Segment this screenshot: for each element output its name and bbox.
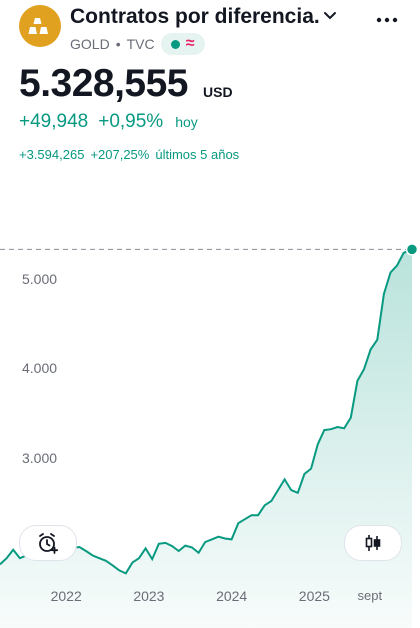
symbol-subtitle: GOLD • TVC ≈ <box>70 33 205 55</box>
change-5y-abs: +3.594,265 <box>19 147 85 162</box>
market-status-pill[interactable]: ≈ <box>160 33 205 55</box>
price-area-fill <box>0 249 412 628</box>
x-axis-label: 2023 <box>133 588 165 604</box>
last-price: 5.328,555 <box>19 62 189 105</box>
x-axis-label: 2022 <box>50 588 82 604</box>
chart-type-button[interactable] <box>344 525 402 561</box>
approx-wave-icon: ≈ <box>185 35 195 52</box>
y-axis-label: 5.000 <box>22 270 58 287</box>
separator-dot: • <box>115 36 121 52</box>
price-currency: USD <box>203 84 233 100</box>
add-alert-button[interactable] <box>19 525 77 561</box>
change-5y-period: últimos 5 años <box>155 147 240 162</box>
data-source: TVC <box>126 36 155 52</box>
last-price-dot[interactable] <box>405 243 419 256</box>
change-today-period: hoy <box>175 114 198 130</box>
change-5y-pct: +207,25% <box>90 147 150 162</box>
x-axis-label: sept <box>357 588 383 603</box>
more-options-icon[interactable] <box>375 14 399 26</box>
y-axis-label: 4.000 <box>22 360 58 377</box>
change-today-pct: +0,95% <box>98 111 164 132</box>
market-open-dot-icon <box>170 39 180 49</box>
candlestick-icon <box>365 535 381 551</box>
symbol-code: GOLD <box>70 36 110 52</box>
change-5y: +3.594,265 +207,25% últimos 5 años <box>19 147 245 162</box>
change-today: +49,948 +0,95% hoy <box>19 111 208 133</box>
change-today-abs: +49,948 <box>19 111 89 132</box>
alarm-add-icon <box>39 533 59 554</box>
x-axis-label: 2025 <box>298 588 330 604</box>
y-axis-label: 3.000 <box>22 449 58 466</box>
gold-bars-icon <box>19 5 61 47</box>
chevron-down-icon[interactable] <box>322 8 338 24</box>
x-axis-label: 2024 <box>216 588 248 604</box>
symbol-title[interactable]: Contratos por diferencia... <box>70 5 320 28</box>
symbol-header: Contratos por diferencia... GOLD • TVC ≈ <box>0 0 420 60</box>
